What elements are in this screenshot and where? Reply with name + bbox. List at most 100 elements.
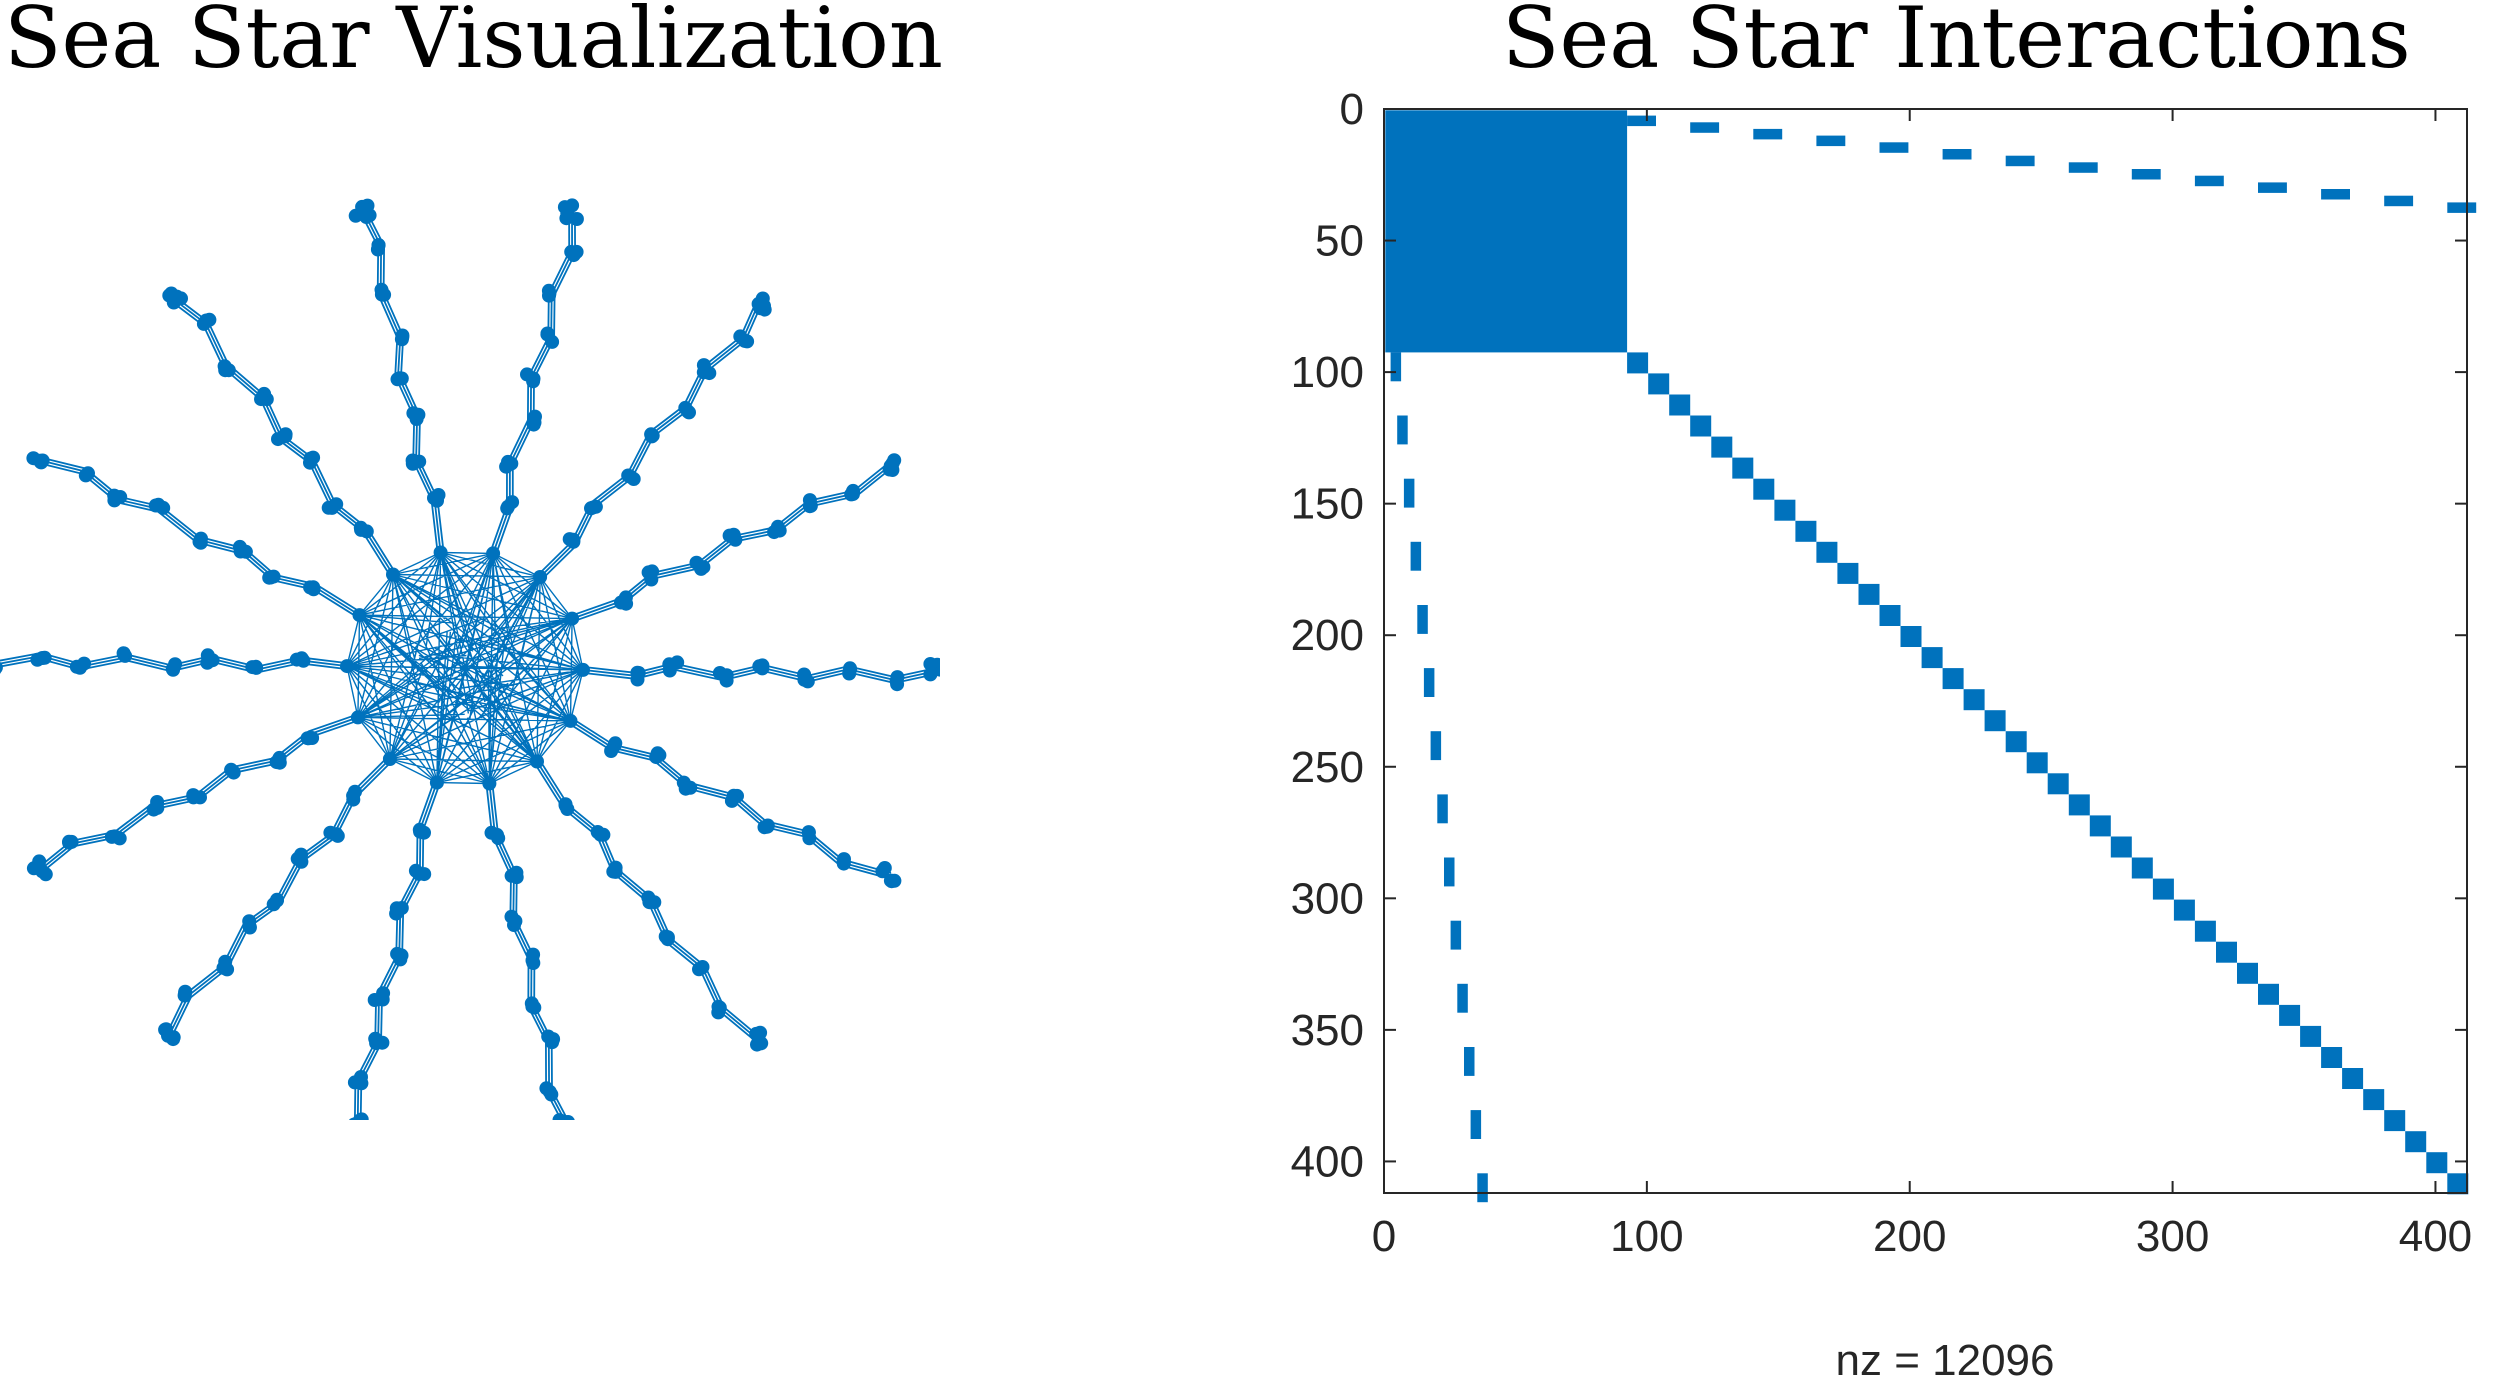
off-diagonal-dash-upper [2384, 195, 2414, 207]
arm-node [733, 329, 748, 344]
arm-node [712, 666, 727, 680]
off-diagonal-dash-upper [2194, 175, 2224, 187]
arm-node [645, 564, 660, 579]
diagonal-block [1732, 457, 1754, 479]
arm-node [294, 854, 309, 869]
hub-node [382, 752, 397, 766]
arm-node [678, 781, 693, 796]
off-diagonal-dash-upper [1942, 149, 1972, 160]
off-diagonal-dash-lower [1437, 794, 1448, 824]
hub-node [340, 659, 354, 674]
hub-node [533, 570, 548, 584]
diagonal-block [2131, 857, 2153, 879]
arm-node [0, 666, 2, 674]
arm-node [520, 367, 534, 382]
arm-node [294, 651, 309, 666]
diagonal-block [2363, 1089, 2385, 1111]
diagonal-block [2426, 1152, 2448, 1174]
off-diagonal-dash-lower [1444, 857, 1455, 887]
diagonal-block [1942, 668, 1964, 690]
arm-node [542, 286, 557, 301]
arm-node [376, 986, 391, 1001]
diagonal-block [1816, 541, 1838, 563]
diagonal-block [1795, 520, 1817, 542]
arm-node [877, 861, 892, 875]
arm-node [564, 244, 579, 259]
arm-node [694, 960, 709, 975]
arm-node [649, 750, 664, 765]
spy-chart-title: Sea Star Interactions [1502, 0, 2411, 87]
arm-node [405, 453, 420, 468]
arm-node [499, 459, 514, 474]
arm-node [164, 286, 179, 301]
arm-node [35, 453, 50, 468]
off-diagonal-dash-lower [1390, 352, 1402, 382]
diagonal-block [1711, 436, 1733, 458]
arm-node [711, 999, 726, 1014]
arm-node [545, 334, 560, 349]
arm-node [194, 531, 208, 546]
arm-node [369, 1036, 384, 1051]
diagonal-block [1753, 478, 1775, 500]
network-edges [0, 210, 938, 1120]
arm-node [608, 860, 623, 875]
spy-axes-box [1383, 108, 2468, 1194]
hub-node [433, 545, 448, 560]
arm-node [842, 666, 857, 681]
arm-node [186, 790, 201, 805]
hub-edges [346, 551, 584, 785]
arm-node [525, 999, 540, 1014]
arm-node [352, 1113, 367, 1120]
diagonal-block [2110, 836, 2132, 858]
hub-node [576, 662, 590, 677]
arm-node [371, 238, 386, 253]
arm-node [394, 901, 409, 915]
x-tick-label: 100 [1610, 1212, 1683, 1261]
arm-node [662, 657, 677, 672]
arm-node [658, 929, 673, 944]
arm-node [263, 570, 278, 585]
x-tick-label: 400 [2399, 1212, 2472, 1261]
off-diagonal-dash-upper [2005, 155, 2035, 167]
arm-node [846, 483, 861, 498]
arm-node [107, 488, 122, 503]
diagonal-block [2068, 794, 2090, 816]
nz-label: nz = 12096 [1836, 1336, 2055, 1382]
arm-node [431, 488, 446, 502]
diagonal-block [1984, 710, 2006, 732]
arm-node [146, 802, 161, 817]
diagonal-block [1774, 499, 1796, 521]
diagonal-block [2173, 899, 2195, 921]
off-diagonal-dash-lower [1464, 1047, 1475, 1076]
off-diagonal-dash-lower [1410, 541, 1422, 571]
off-diagonal-dash-lower [1457, 983, 1468, 1013]
arm-node [566, 532, 581, 547]
arm-node [355, 199, 370, 214]
arm-node [303, 580, 318, 595]
arm-node [836, 854, 851, 869]
arm-node [890, 670, 905, 685]
hub-node [350, 710, 365, 725]
y-tick-label: 100 [1291, 348, 1364, 397]
diagonal-block [1963, 689, 1985, 711]
arm-node [73, 660, 87, 675]
arm-node [272, 750, 287, 765]
network-graph [0, 198, 940, 1120]
arm-node [546, 1032, 561, 1047]
y-tick-label: 150 [1291, 480, 1364, 529]
arm-node [406, 406, 421, 421]
arm-node [923, 657, 938, 671]
hub-node [386, 567, 400, 582]
off-diagonal-dash-lower [1423, 668, 1435, 697]
arm-node [696, 365, 711, 380]
arm-node [508, 914, 523, 929]
arm-node [772, 523, 787, 538]
arm-node [500, 501, 515, 516]
arm-node [757, 298, 771, 313]
network-nodes [0, 198, 940, 1120]
arm-node [750, 1037, 764, 1052]
arm-node [218, 954, 233, 969]
x-tick-label: 200 [1873, 1212, 1946, 1261]
